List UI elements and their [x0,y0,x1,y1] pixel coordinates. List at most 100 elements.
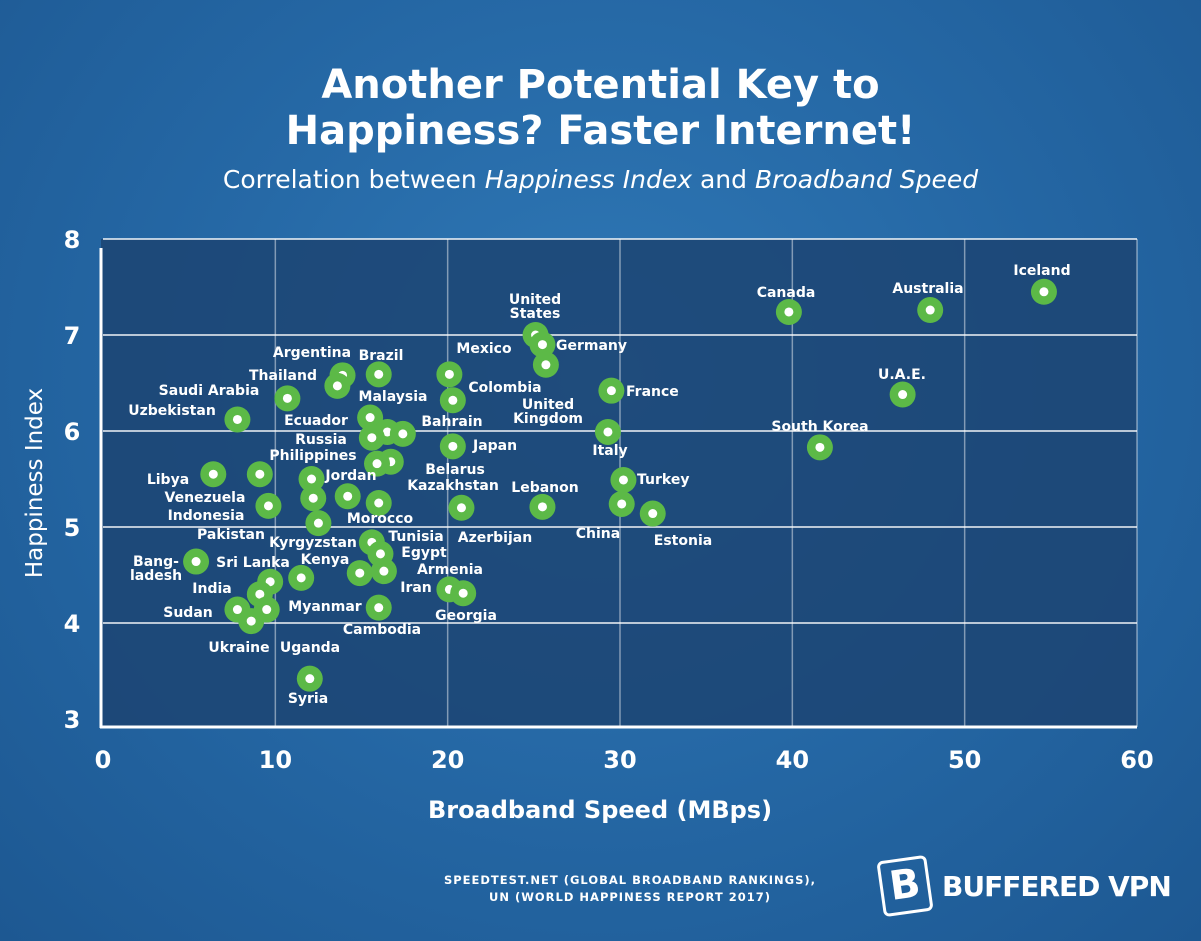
title-line-1: Another Potential Key to [321,62,880,108]
data-point: Estonia [639,500,712,549]
point-label: Syria [288,691,328,707]
point-center [382,427,392,437]
data-point: France [598,377,679,404]
data-point: Kenya [301,552,373,587]
data-point: Syria [288,665,328,707]
point-center [372,459,382,469]
point-label: Saudi Arabia [159,383,260,399]
data-point: Uzbekistan [128,403,251,433]
data-point: Venezuela [165,461,273,506]
point-label: United Kingdom [513,397,583,427]
source-line: SPEEDTEST.NET (GLOBAL BROADBAND RANKINGS… [443,873,817,887]
point-label: Kenya [301,552,350,568]
brand-logo: B BUFFERED VPN [876,854,1172,918]
point-center [355,568,365,578]
point-label: Egypt [401,545,447,561]
point-center [374,603,384,613]
point-center [617,499,627,509]
y-tick-label: 8 [64,226,81,254]
data-point: Pakistan [197,485,327,543]
point-center [448,441,458,451]
point-label: Thailand [249,368,317,384]
point-center [541,360,551,370]
x-tick-label: 10 [259,746,292,774]
subtitle-text: Correlation between [222,165,485,194]
y-tick-label: 6 [64,418,81,446]
subtitle-text: and [692,165,755,194]
x-tick-label: 30 [603,746,636,774]
point-label: Azerbijan [458,530,532,546]
point-center [365,413,375,423]
point-label: Italy [592,443,627,459]
data-point: United Kingdom [513,351,583,427]
point-label: Germany [556,338,627,354]
chart-subtitle: Correlation between Happiness Index and … [0,165,1201,194]
point-label: Philippines [269,448,356,464]
point-label: France [626,384,679,400]
point-label: Australia [892,281,963,297]
point-label: Lebanon [511,480,578,496]
point-label: United States [509,292,561,322]
point-center [343,491,353,501]
title-line-2: Happiness? Faster Internet! [285,108,916,154]
data-points: Iceland Australia Canada U.A.E. South Korea U… [128,263,1070,707]
data-point: Myanmar [288,564,362,615]
x-tick-label: 40 [776,746,809,774]
data-point: Malaysia [357,389,427,431]
data-point: Kazakhstan [364,450,499,494]
data-point: Iceland [1013,263,1071,305]
point-label: Tunisia [388,529,443,545]
data-point: Libya [147,461,227,488]
point-label: Ukraine [208,640,269,656]
point-label: Bahrain [421,414,482,430]
point-center [374,369,384,379]
point-label: Cambodia [343,622,421,638]
y-axis-label: Happiness Index [22,388,48,578]
point-label: Japan [472,438,517,454]
point-label: Sudan [163,605,213,621]
point-label: Venezuela [165,490,246,506]
point-label: Colombia [468,380,541,396]
point-center [603,427,613,437]
data-point: Tunisia [358,529,444,556]
x-tick-label: 20 [431,746,464,774]
point-label: Iran [400,580,432,596]
data-point: Saudi Arabia [159,383,301,412]
point-center [618,475,628,485]
point-label: Kazakhstan [407,478,499,494]
point-center [282,393,292,403]
point-center [262,605,272,615]
point-center [255,469,265,479]
point-label: Myanmar [288,599,362,615]
data-point: Cambodia [343,594,421,638]
point-center [448,395,458,405]
data-point: Canada [757,285,815,325]
point-center [444,369,454,379]
y-tick-label: 4 [64,610,81,638]
data-point: Kyrgyzstan [269,510,357,551]
point-center [191,557,201,567]
brand-name: BUFFERED VPN [942,869,1172,903]
data-point: Lebanon [511,480,579,520]
point-center [246,616,256,626]
data-point: Bang-ladesh [130,548,210,584]
point-label: Georgia [435,608,497,624]
x-tick-label: 60 [1120,746,1153,774]
point-label: Brazil [359,348,404,364]
data-point: China [576,490,635,542]
point-center [305,674,315,684]
point-center [232,605,242,615]
subtitle-emphasis: Happiness Index [484,165,693,194]
y-tick-label: 5 [64,514,81,542]
point-center [374,498,384,508]
point-center [367,433,377,443]
data-point: Philippines [269,448,357,492]
point-center [815,442,825,452]
point-label: U.A.E. [878,367,926,383]
point-center [296,573,306,583]
point-center [784,307,794,317]
point-label: Pakistan [197,527,265,543]
data-point: Bahrain [389,414,483,447]
x-tick-label: 0 [95,746,112,774]
